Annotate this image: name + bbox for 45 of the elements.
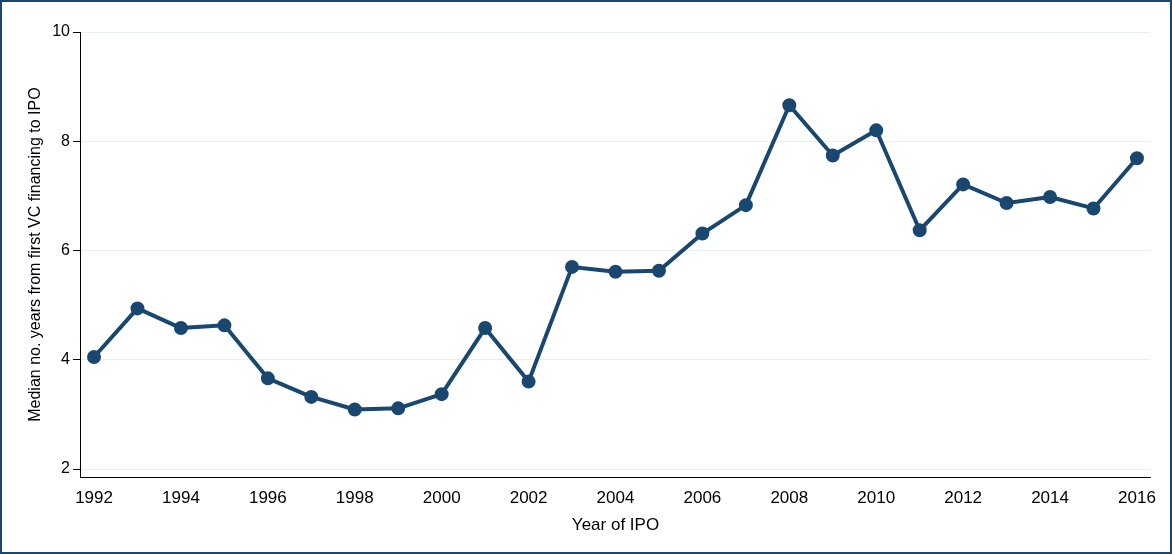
x-tick-label: 1996 bbox=[248, 488, 287, 508]
point bbox=[999, 195, 1014, 210]
x-tick-label: 2010 bbox=[857, 488, 896, 508]
point bbox=[391, 401, 406, 416]
point bbox=[304, 389, 319, 404]
y-axis-title: Median no. years from first VC financing to IPO bbox=[26, 87, 44, 422]
y-tick-label: 8 bbox=[61, 131, 71, 149]
point bbox=[130, 301, 145, 316]
point bbox=[825, 148, 840, 163]
point bbox=[1129, 151, 1144, 166]
y-tick-label: 10 bbox=[52, 22, 71, 40]
point bbox=[695, 226, 710, 241]
point bbox=[782, 98, 797, 113]
x-axis-title: Year of IPO bbox=[571, 515, 660, 535]
point bbox=[87, 350, 102, 365]
point bbox=[217, 318, 232, 333]
x-tick-label: 2012 bbox=[944, 488, 983, 508]
point bbox=[738, 198, 753, 213]
point bbox=[434, 387, 449, 402]
point bbox=[478, 321, 493, 336]
point bbox=[260, 371, 275, 386]
y-tick-label: 2 bbox=[61, 459, 71, 477]
point bbox=[1086, 201, 1101, 216]
point bbox=[521, 374, 536, 389]
point bbox=[1043, 189, 1058, 204]
point bbox=[869, 123, 884, 138]
point bbox=[651, 263, 666, 278]
x-tick-label: 1994 bbox=[162, 488, 200, 508]
x-tick-label: 2004 bbox=[596, 488, 635, 508]
point bbox=[173, 321, 188, 336]
point bbox=[565, 259, 580, 274]
x-tick-label: 2000 bbox=[422, 488, 461, 508]
point bbox=[608, 264, 623, 279]
point bbox=[912, 223, 927, 238]
x-tick-label: 2016 bbox=[1118, 488, 1156, 508]
point bbox=[956, 177, 971, 192]
x-tick-label: 2014 bbox=[1031, 488, 1069, 508]
x-tick-label: 1992 bbox=[75, 488, 113, 508]
x-tick-label: 2008 bbox=[770, 488, 809, 508]
x-tick-label: 2002 bbox=[509, 488, 548, 508]
y-tick-label: 4 bbox=[61, 350, 71, 368]
x-tick-label: 1998 bbox=[335, 488, 374, 508]
point bbox=[347, 402, 362, 417]
x-tick-label: 2006 bbox=[683, 488, 722, 508]
y-tick-label: 6 bbox=[61, 240, 71, 258]
